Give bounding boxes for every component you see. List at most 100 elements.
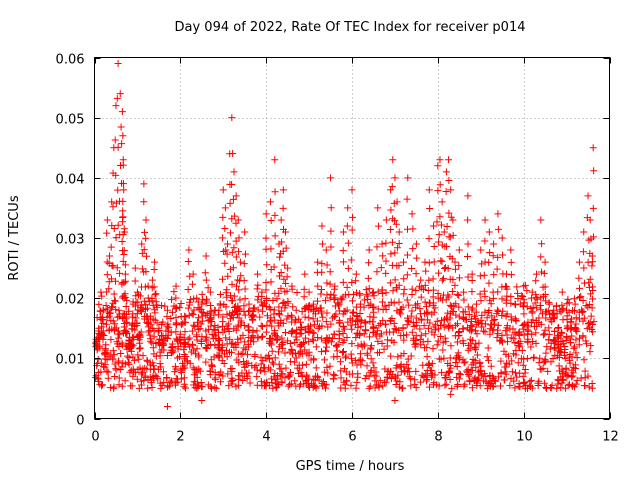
data-point: [282, 329, 290, 337]
data-point: [321, 368, 329, 376]
data-point: [331, 372, 339, 380]
data-point: [279, 247, 287, 255]
data-point: [489, 294, 497, 302]
data-point: [447, 390, 455, 398]
data-point: [160, 378, 168, 386]
data-point: [103, 258, 111, 266]
data-point: [122, 303, 130, 311]
data-point: [318, 322, 326, 330]
data-point: [531, 299, 539, 307]
data-point: [382, 328, 390, 336]
data-point: [444, 316, 452, 324]
data-point: [430, 331, 438, 339]
data-point: [265, 382, 273, 390]
data-point: [335, 335, 343, 343]
data-point: [347, 256, 355, 264]
x-tick-label: 10: [516, 430, 533, 445]
data-point: [281, 228, 289, 236]
data-point: [506, 325, 514, 333]
data-point: [190, 378, 198, 386]
data-point: [391, 373, 399, 381]
data-point: [521, 281, 529, 289]
data-point: [580, 264, 588, 272]
data-point: [268, 347, 276, 355]
data-point: [309, 335, 317, 343]
data-point: [588, 262, 596, 270]
data-point: [409, 225, 417, 233]
data-point: [563, 325, 571, 333]
data-point: [156, 360, 164, 368]
data-point: [134, 306, 142, 314]
data-point: [490, 240, 498, 248]
data-point: [287, 311, 295, 319]
data-point: [94, 334, 102, 342]
data-point: [231, 212, 239, 220]
data-point: [497, 382, 504, 390]
data-point: [388, 314, 396, 322]
x-axis-label: GPS time / hours: [296, 459, 405, 474]
data-point: [365, 246, 373, 254]
data-point: [185, 246, 193, 254]
data-point: [541, 283, 549, 291]
data-point: [283, 287, 291, 295]
data-point: [219, 372, 227, 380]
data-point: [240, 277, 248, 285]
data-point: [357, 322, 365, 330]
data-point: [267, 217, 275, 225]
data-point: [211, 326, 219, 334]
data-point: [99, 381, 107, 389]
data-point: [511, 315, 519, 323]
data-point: [340, 365, 348, 373]
data-point: [341, 325, 349, 333]
data-point: [480, 271, 488, 279]
data-point: [327, 290, 335, 298]
data-point: [391, 249, 399, 257]
data-point: [465, 310, 473, 318]
data-point: [188, 280, 196, 288]
data-point: [295, 315, 303, 323]
data-point: [473, 330, 481, 338]
data-point: [113, 264, 121, 272]
data-point: [537, 216, 545, 224]
data-point: [399, 303, 407, 311]
data-point: [140, 246, 148, 254]
data-point: [268, 322, 276, 330]
data-point: [568, 373, 576, 381]
data-point: [387, 250, 395, 258]
data-point: [340, 322, 348, 330]
data-point: [202, 312, 210, 320]
data-point: [577, 292, 585, 300]
data-point: [247, 337, 255, 345]
data-point: [528, 308, 536, 316]
data-point: [138, 249, 146, 257]
data-point: [329, 371, 337, 379]
data-point: [481, 293, 489, 301]
data-point: [283, 315, 291, 323]
data-point: [356, 350, 364, 358]
data-point: [166, 378, 174, 386]
data-point: [354, 342, 362, 350]
data-point: [177, 300, 185, 308]
data-point: [235, 234, 243, 242]
data-point: [206, 309, 214, 317]
data-point: [196, 367, 204, 375]
data-point: [429, 286, 437, 294]
data-point: [370, 371, 378, 379]
data-point: [588, 304, 596, 312]
data-point: [298, 361, 306, 369]
data-point: [395, 326, 403, 334]
data-point: [152, 290, 160, 298]
data-point: [483, 314, 491, 322]
data-point: [549, 311, 557, 319]
data-point: [466, 378, 474, 386]
data-point: [526, 383, 534, 391]
data-point: [165, 324, 173, 332]
data-point: [513, 373, 521, 381]
data-point: [529, 338, 537, 346]
data-point: [399, 324, 407, 332]
data-point: [369, 304, 377, 312]
data-point: [262, 303, 270, 311]
data-point: [222, 303, 230, 311]
data-point: [122, 277, 130, 285]
data-point: [125, 337, 133, 345]
